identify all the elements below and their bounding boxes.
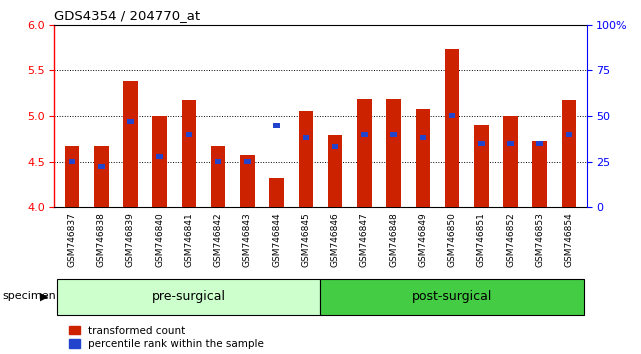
Text: GSM746845: GSM746845 xyxy=(301,212,310,267)
Text: pre-surgical: pre-surgical xyxy=(152,290,226,303)
Text: GSM746847: GSM746847 xyxy=(360,212,369,267)
Bar xyxy=(269,178,284,207)
Text: GSM746852: GSM746852 xyxy=(506,212,515,267)
Text: specimen: specimen xyxy=(2,291,56,302)
Text: GSM746846: GSM746846 xyxy=(331,212,340,267)
Text: GSM746839: GSM746839 xyxy=(126,212,135,267)
Bar xyxy=(537,141,543,146)
Bar xyxy=(507,141,514,146)
Bar xyxy=(419,135,426,140)
Legend: transformed count, percentile rank within the sample: transformed count, percentile rank withi… xyxy=(69,326,264,349)
Bar xyxy=(357,99,372,207)
Bar xyxy=(320,279,583,315)
Text: GDS4354 / 204770_at: GDS4354 / 204770_at xyxy=(54,9,201,22)
Bar xyxy=(478,141,485,146)
Bar xyxy=(65,146,79,207)
Bar xyxy=(211,146,226,207)
Bar xyxy=(240,155,254,207)
Bar xyxy=(299,112,313,207)
Bar xyxy=(303,135,309,140)
Bar xyxy=(58,279,320,315)
Bar xyxy=(98,165,104,170)
Bar xyxy=(562,101,576,207)
Text: GSM746853: GSM746853 xyxy=(535,212,544,267)
Bar xyxy=(390,132,397,137)
Bar xyxy=(273,122,280,127)
Bar xyxy=(127,119,134,124)
Text: GSM746843: GSM746843 xyxy=(243,212,252,267)
Bar xyxy=(186,132,192,137)
Text: GSM746837: GSM746837 xyxy=(67,212,76,267)
Bar xyxy=(415,109,430,207)
Text: post-surgical: post-surgical xyxy=(412,290,492,303)
Text: GSM746850: GSM746850 xyxy=(447,212,456,267)
Bar xyxy=(387,99,401,207)
Bar xyxy=(566,132,572,137)
Text: GSM746844: GSM746844 xyxy=(272,212,281,267)
Bar xyxy=(94,146,108,207)
Text: ▶: ▶ xyxy=(40,291,48,302)
Bar xyxy=(123,81,138,207)
Bar xyxy=(445,50,460,207)
Bar xyxy=(328,135,342,207)
Text: GSM746840: GSM746840 xyxy=(155,212,164,267)
Text: GSM746838: GSM746838 xyxy=(97,212,106,267)
Bar xyxy=(181,101,196,207)
Bar xyxy=(503,116,518,207)
Text: GSM746849: GSM746849 xyxy=(419,212,428,267)
Bar xyxy=(332,144,338,149)
Text: GSM746854: GSM746854 xyxy=(565,212,574,267)
Bar xyxy=(474,125,488,207)
Bar xyxy=(449,113,455,119)
Bar xyxy=(69,159,75,164)
Bar xyxy=(153,116,167,207)
Bar xyxy=(215,159,222,164)
Text: GSM746848: GSM746848 xyxy=(389,212,398,267)
Bar xyxy=(156,154,163,159)
Bar xyxy=(533,141,547,207)
Bar xyxy=(361,132,368,137)
Text: GSM746851: GSM746851 xyxy=(477,212,486,267)
Text: GSM746842: GSM746842 xyxy=(213,212,222,267)
Bar xyxy=(244,159,251,164)
Text: GSM746841: GSM746841 xyxy=(185,212,194,267)
